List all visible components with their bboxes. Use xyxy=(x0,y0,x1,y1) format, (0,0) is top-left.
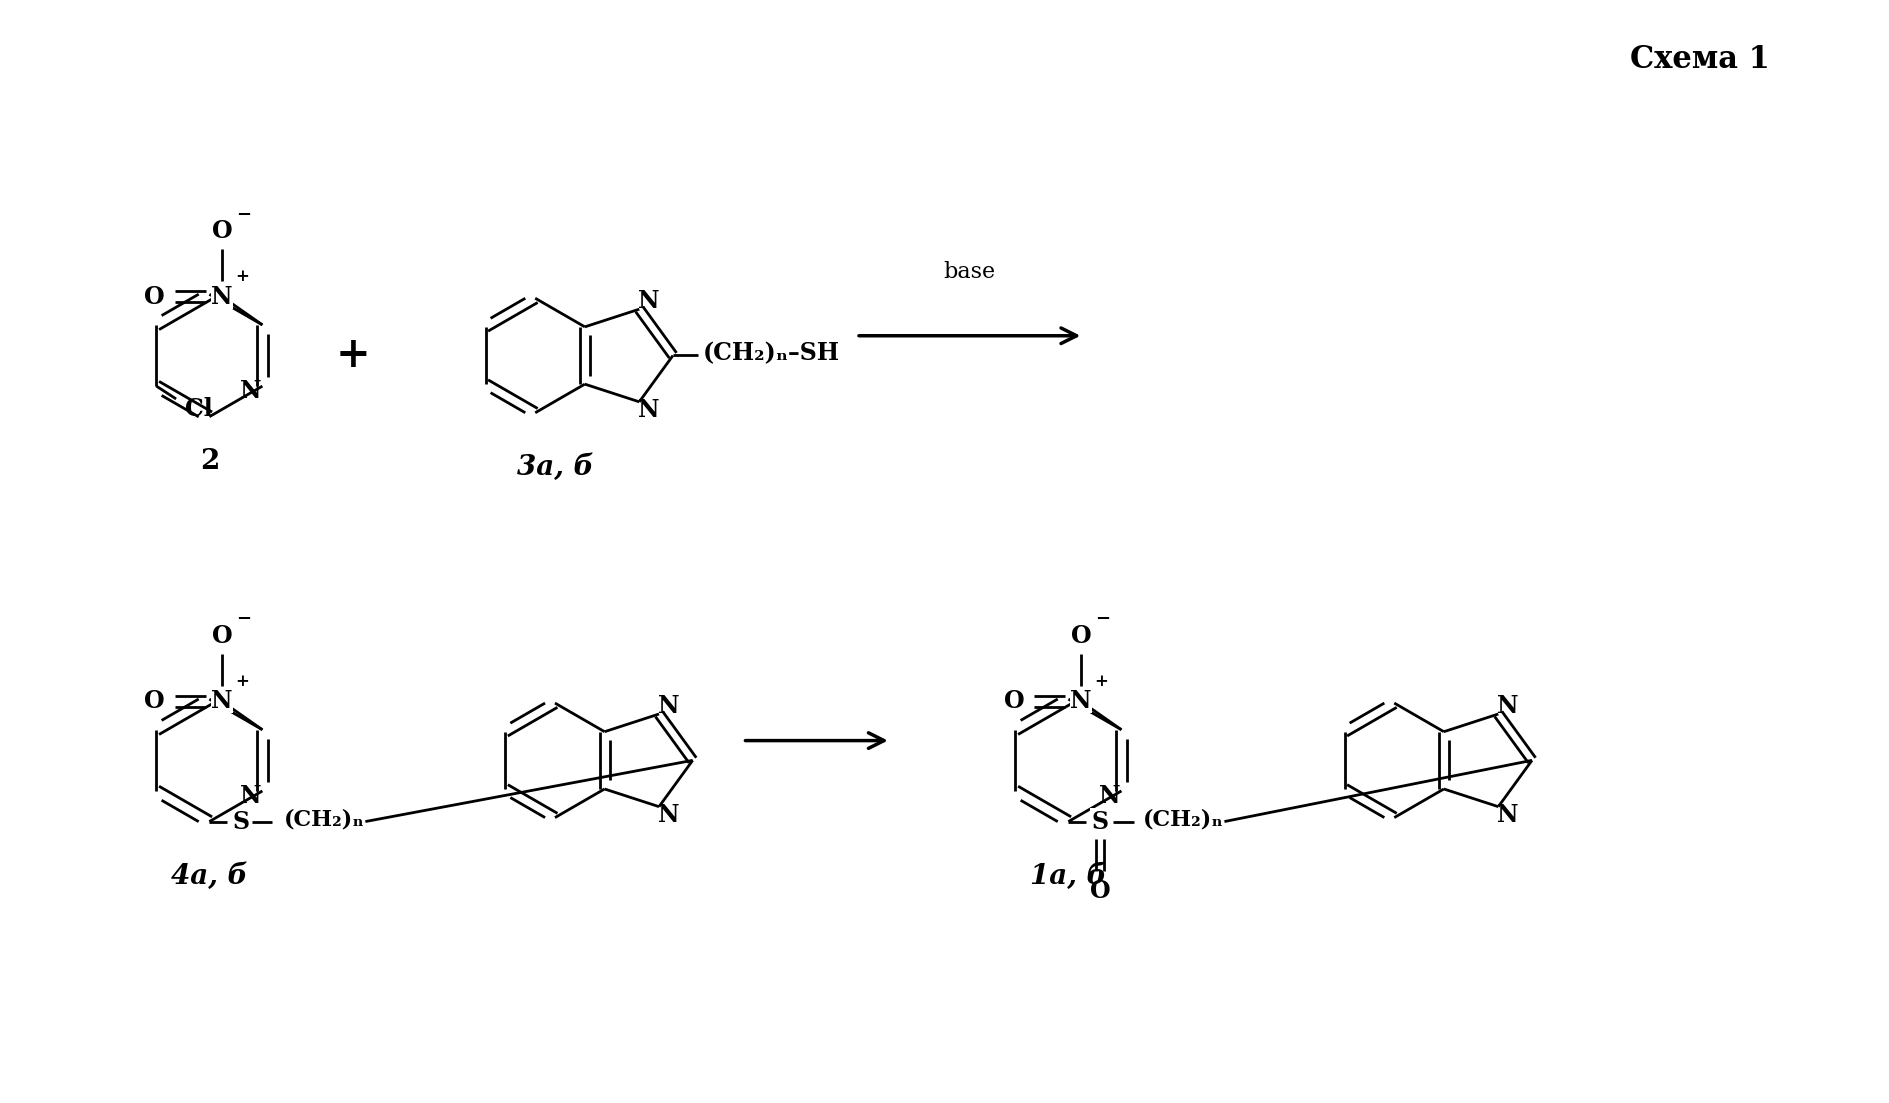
Text: N: N xyxy=(212,285,232,309)
Text: N: N xyxy=(240,784,261,807)
Text: (CH₂)ₙ: (CH₂)ₙ xyxy=(283,808,365,831)
Text: O: O xyxy=(1090,879,1111,902)
Text: N: N xyxy=(1071,689,1092,714)
Text: N: N xyxy=(240,379,261,403)
Text: N: N xyxy=(657,694,680,718)
Text: N: N xyxy=(638,398,659,421)
Text: S: S xyxy=(1092,810,1109,834)
Text: O: O xyxy=(144,689,164,714)
Text: N: N xyxy=(638,289,659,313)
Text: N: N xyxy=(657,803,680,826)
Text: base: base xyxy=(944,260,996,282)
Text: +: + xyxy=(234,673,249,690)
Text: +: + xyxy=(1094,673,1107,690)
Text: O: O xyxy=(144,285,164,309)
Text: N: N xyxy=(1099,784,1120,807)
Text: 1а, б: 1а, б xyxy=(1030,863,1107,890)
Text: +: + xyxy=(234,268,249,286)
Text: N: N xyxy=(1498,694,1519,718)
Text: N: N xyxy=(1498,803,1519,826)
Text: (CH₂)ₙ–SH: (CH₂)ₙ–SH xyxy=(703,342,841,365)
Text: +: + xyxy=(334,334,370,376)
Text: S: S xyxy=(232,810,249,834)
Text: −: − xyxy=(236,205,251,224)
Text: Схема 1: Схема 1 xyxy=(1630,44,1770,75)
Text: O: O xyxy=(212,219,232,244)
Text: O: O xyxy=(1003,689,1024,714)
Text: 3а, б: 3а, б xyxy=(518,453,593,481)
Text: −: − xyxy=(236,610,251,629)
Text: (CH₂)ₙ: (CH₂)ₙ xyxy=(1143,808,1224,831)
Text: O: O xyxy=(212,624,232,649)
Text: N: N xyxy=(212,689,232,714)
Text: 2: 2 xyxy=(200,448,219,474)
Text: 4а, б: 4а, б xyxy=(172,863,247,890)
Text: −: − xyxy=(1096,610,1111,629)
Text: O: O xyxy=(1071,624,1092,649)
Text: Cl: Cl xyxy=(185,397,213,421)
